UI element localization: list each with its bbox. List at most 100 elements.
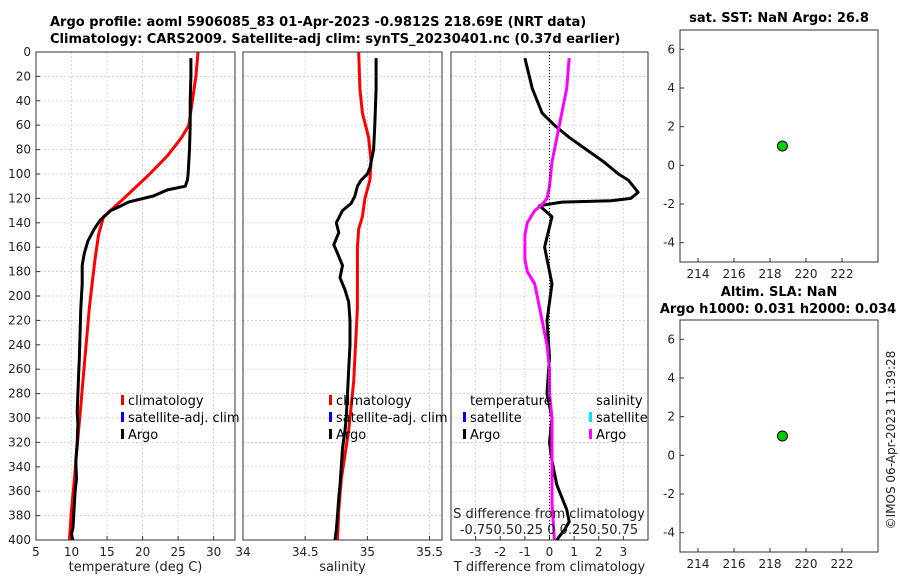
- depth-ytick-label: 60: [16, 118, 31, 132]
- salinity-xlabel: salinity: [319, 560, 366, 575]
- altim_sla-xtick-label: 216: [723, 557, 746, 571]
- sat_sst-ytick-label: -4: [663, 236, 675, 250]
- altim_sla-point: [776, 430, 788, 442]
- sat_sst-xtick-label: 216: [723, 267, 746, 281]
- sat_sst-ytick-label: -2: [663, 197, 675, 211]
- depth-ytick-label: 140: [8, 216, 31, 230]
- salinity-xtick-label: 34.5: [292, 545, 319, 559]
- altim_sla-ytick-label: 2: [667, 410, 675, 424]
- figure-title-line1: Argo profile: aoml 5906085_83 01-Apr-202…: [50, 15, 587, 30]
- salinity-xtick-label: 35.5: [416, 545, 443, 559]
- diff-legend-temp-satellite: satellite: [470, 411, 522, 426]
- diff-legend-sal-satellite: satellite: [596, 411, 648, 426]
- differences-series-s-difference-argo-: [523, 57, 571, 541]
- depth-ytick-label: 200: [8, 289, 31, 303]
- depth-ytick-label: 120: [8, 191, 31, 205]
- temperature-xtick-label: 5: [32, 545, 40, 559]
- diff-legend-salinity-title: salinity: [596, 394, 643, 409]
- sat_sst-xtick-label: 220: [795, 267, 818, 281]
- altim_sla-xtick-label: 218: [759, 557, 782, 571]
- differences-xtick-label: 0: [546, 545, 554, 559]
- imos-watermark: ©IMOS 06-Apr-2023 11:39:28: [884, 351, 898, 530]
- diff-s-tick-labels: -0.750.50.25 0 0.250.50.75: [460, 523, 638, 538]
- diff-legend-mark: [463, 429, 466, 439]
- salinity-series-climatology: [336, 51, 373, 541]
- altim_sla-ytick-label: 0: [667, 448, 675, 462]
- temperature-xtick-label: 25: [171, 545, 186, 559]
- depth-ytick-label: 20: [16, 69, 31, 83]
- depth-ytick-label: 400: [8, 533, 31, 547]
- temperature-legend-mark: [121, 412, 124, 422]
- altim_sla-axes-frame: [679, 319, 879, 553]
- altim_sla-title: Altim. SLA: NaN: [721, 285, 837, 300]
- diff-legend-temp-argo: Argo: [470, 428, 500, 443]
- sat_sst-xtick-label: 222: [831, 267, 854, 281]
- salinity-legend-mark: [329, 429, 332, 439]
- depth-ytick-label: 0: [23, 45, 31, 59]
- altim_sla-title2: Argo h1000: 0.031 h2000: 0.034: [660, 302, 896, 317]
- altim_sla-ytick-label: 6: [667, 332, 675, 346]
- altim_sla-xtick-label: 214: [687, 557, 710, 571]
- diff-top-xlabel: S difference from climatology: [453, 507, 645, 522]
- depth-ytick-label: 100: [8, 167, 31, 181]
- diff-legend-temperature-title: temperature: [470, 394, 552, 409]
- diff-legend-sal-argo: Argo: [596, 428, 626, 443]
- depth-ytick-label: 160: [8, 240, 31, 254]
- altim_sla-ytick-label: -4: [663, 526, 675, 540]
- temperature-legend-climatology: climatology: [128, 394, 204, 409]
- sat_sst-ytick-label: 4: [667, 81, 675, 95]
- depth-ytick-label: 300: [8, 411, 31, 425]
- differences-xtick-label: 3: [620, 545, 628, 559]
- salinity-legend-argo: Argo: [336, 428, 366, 443]
- temperature-legend-mark: [121, 395, 124, 405]
- diff-legend-mark: [589, 429, 592, 439]
- sat_sst-ytick-label: 2: [667, 120, 675, 134]
- diff-legend-mark: [589, 412, 592, 422]
- temperature-legend-argo: Argo: [128, 428, 158, 443]
- temperature-legend-satellite-adj-clim: satellite-adj. clim: [128, 411, 240, 426]
- sat_sst-xtick-label: 214: [687, 267, 710, 281]
- temperature-xtick-label: 10: [64, 545, 79, 559]
- salinity-legend-satellite-adj-clim: satellite-adj. clim: [336, 411, 448, 426]
- temperature-xtick-label: 30: [206, 545, 221, 559]
- sat_sst-title: sat. SST: NaN Argo: 26.8: [689, 11, 869, 26]
- depth-ytick-label: 340: [8, 460, 31, 474]
- temperature-xtick-label: 20: [135, 545, 150, 559]
- salinity-xtick-label: 35: [360, 545, 375, 559]
- altim_sla-xtick-label: 220: [795, 557, 818, 571]
- temperature-xtick-label: 15: [99, 545, 114, 559]
- depth-ytick-label: 320: [8, 435, 31, 449]
- depth-ytick-label: 360: [8, 484, 31, 498]
- depth-ytick-label: 260: [8, 362, 31, 376]
- sat_sst-xtick-label: 218: [759, 267, 782, 281]
- figure-title-line2: Climatology: CARS2009. Satellite-adj cli…: [50, 32, 621, 47]
- depth-ytick-label: 40: [16, 94, 31, 108]
- altim_sla-ytick-label: 4: [667, 371, 675, 385]
- salinity-legend-mark: [329, 412, 332, 422]
- diff-legend-mark: [463, 412, 466, 422]
- differences-xlabel: T difference from climatology: [453, 560, 646, 575]
- depth-ytick-label: 80: [16, 143, 31, 157]
- salinity-legend-mark: [329, 395, 332, 405]
- differences-xtick-label: -1: [519, 545, 531, 559]
- altim_sla-xtick-label: 222: [831, 557, 854, 571]
- differences-xtick-label: -2: [494, 545, 506, 559]
- depth-ytick-label: 220: [8, 313, 31, 327]
- differences-xtick-label: 1: [570, 545, 578, 559]
- sat_sst-axes-frame: [679, 29, 879, 263]
- sat_sst-ytick-label: 0: [667, 158, 675, 172]
- salinity-axes-frame: [242, 51, 443, 541]
- depth-ytick-label: 240: [8, 338, 31, 352]
- depth-ytick-label: 380: [8, 509, 31, 523]
- depth-ytick-label: 180: [8, 265, 31, 279]
- salinity-series-argo: [332, 58, 378, 541]
- temperature-xlabel: temperature (deg C): [69, 560, 203, 575]
- depth-ytick-label: 280: [8, 387, 31, 401]
- temperature-series-argo: [70, 58, 193, 541]
- differences-series-t-difference-argo-: [523, 57, 640, 541]
- differences-xtick-label: -3: [470, 545, 482, 559]
- altim_sla-ytick-label: -2: [663, 487, 675, 501]
- sat_sst-ytick-label: 6: [667, 42, 675, 56]
- sat_sst-point: [776, 140, 788, 152]
